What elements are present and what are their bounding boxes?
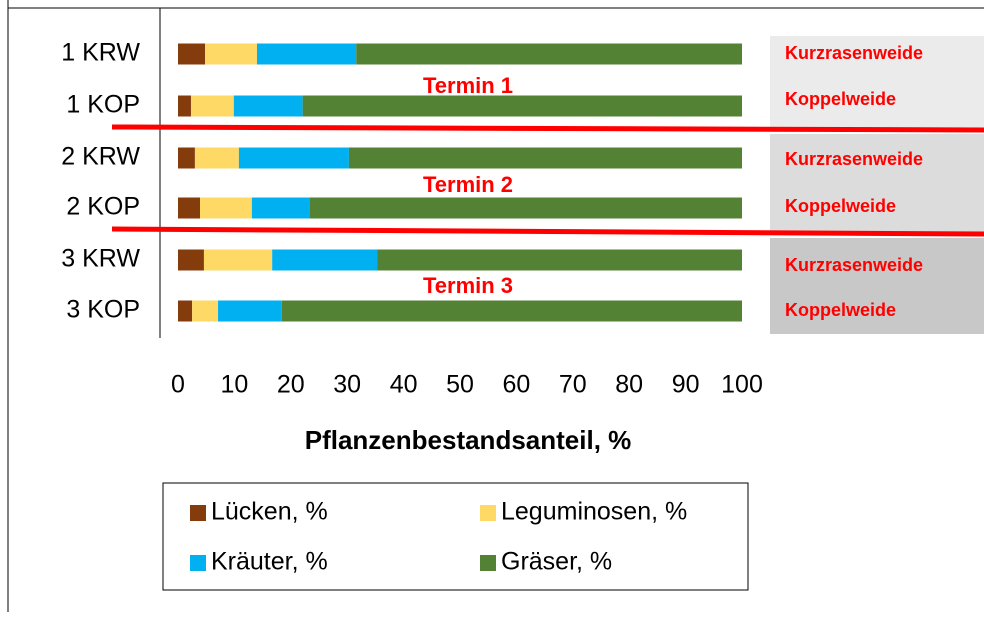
legend-label: Gräser, % [501,548,612,576]
group-label: Kurzrasenweide [785,255,923,275]
bar-segment [194,147,239,169]
group-label: Koppelweide [785,300,896,320]
bar-segment [251,197,310,219]
x-axis-title: Pflanzenbestandsanteil, % [305,425,632,455]
annotation: Termin 3 [423,273,513,298]
bar-segment [356,43,742,65]
bar-segment [192,300,219,322]
x-tick-label: 10 [220,371,248,399]
bar-segment [178,197,200,219]
plot: 0 10 20 30 40 50 60 70 80 90 100 1 KRW 1 KOP 2 KRW 2 K… [61,8,923,576]
x-tick-label: 80 [615,371,643,399]
y-tick-label: 2 KOP [66,193,140,221]
y-tick-label: 3 KRW [61,245,140,273]
x-tick-label: 40 [390,371,418,399]
annotation: Termin 2 [423,172,513,197]
legend-box [162,482,749,591]
bar-segment [238,147,349,169]
bar-segment [178,147,195,169]
x-tick-label: 30 [333,371,361,399]
y-tick-label: 1 KOP [66,91,140,119]
legend-label: Kräuter, % [211,548,328,576]
legend-swatch [480,555,496,571]
bar-segment [348,147,742,169]
group-label: Kurzrasenweide [785,43,923,63]
group-label: Koppelweide [785,196,896,216]
bar-segment [203,249,273,271]
x-tick-label: 90 [672,371,700,399]
group-box [770,134,984,232]
bar-segment [199,197,252,219]
group-box [770,238,984,334]
bar-segment [205,43,257,65]
group-box [770,36,984,128]
bar-segment [309,197,742,219]
bar-segment [272,249,378,271]
bar-segment [233,95,303,117]
separator [111,226,984,237]
bar-segment [218,300,282,322]
y-tick-label: 1 KRW [61,39,140,67]
x-tick-label: 50 [446,371,474,399]
x-tick-label: 60 [502,371,530,399]
group-label: Koppelweide [785,89,896,109]
annotation: Termin 1 [423,73,513,98]
bar-segment [302,95,742,117]
x-tick-label: 20 [277,371,305,399]
legend-label: Leguminosen, % [501,498,687,526]
bar-segment [281,300,742,322]
legend-swatch [190,555,206,571]
y-tick-label: 3 KOP [66,296,140,324]
bar-segment [178,249,204,271]
separator [111,124,984,133]
x-tick-label: 70 [559,371,587,399]
x-tick-label: 100 [721,371,763,399]
bar-segment [178,95,191,117]
bar-segment [256,43,357,65]
group-label: Kurzrasenweide [785,149,923,169]
bar-segment [190,95,234,117]
legend-swatch [480,505,496,521]
bar-segment [178,43,206,65]
bar-segment [178,300,193,322]
bar-segment [377,249,742,271]
legend-label: Lücken, % [211,498,328,526]
y-tick-label: 2 KRW [61,143,140,171]
x-tick-label: 0 [171,371,185,399]
legend-swatch [190,505,206,521]
